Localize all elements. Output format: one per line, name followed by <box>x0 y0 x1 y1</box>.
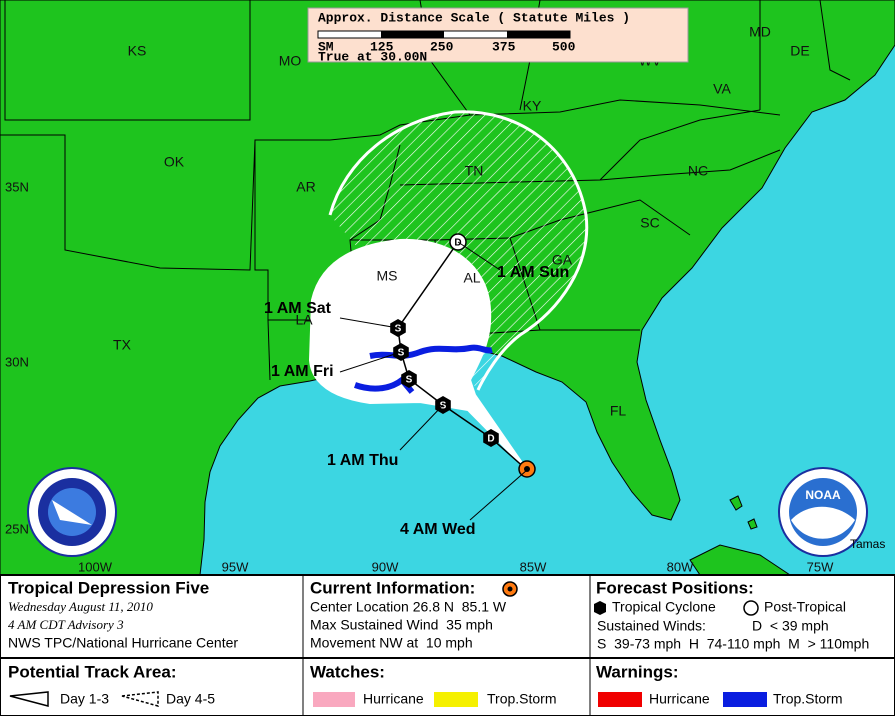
state-label: KY <box>523 98 542 114</box>
post-tropical-icon <box>743 600 759 616</box>
latitude-label: 30N <box>5 354 29 369</box>
longitude-label: 100W <box>78 559 113 574</box>
credit: Tamas <box>850 537 885 551</box>
winds-title: Sustained Winds: <box>597 618 706 634</box>
forecast-label: 4 AM Wed <box>400 521 476 538</box>
day13-label: Day 1-3 <box>60 691 109 707</box>
state-label: DE <box>790 43 809 59</box>
storm-agency: NWS TPC/National Hurricane Center <box>8 635 238 651</box>
scale-tick: 125 <box>370 39 394 54</box>
day45-icon <box>121 691 159 707</box>
state-label: MS <box>377 268 398 284</box>
track-marker-letter: S <box>440 401 447 412</box>
forecast-label: 1 AM Fri <box>271 363 334 380</box>
scale-title: Approx. Distance Scale ( Statute Miles ) <box>318 10 630 25</box>
watch-label: Trop.Storm <box>487 691 557 707</box>
storm-advisory: 4 AM CDT Advisory 3 <box>8 617 124 632</box>
legend: Tropical Depression Five Wednesday Augus… <box>0 574 895 716</box>
cyclone-icon <box>594 601 606 615</box>
track-area-title: Potential Track Area: <box>8 662 177 681</box>
longitude-label: 75W <box>807 559 834 574</box>
cyclone-label: Tropical Cyclone <box>612 599 716 615</box>
current-location: Center Location 26.8 N 85.1 W <box>310 599 507 615</box>
track-marker-letter: D <box>487 434 494 445</box>
forecast-label: 1 AM Sun <box>497 264 569 281</box>
current-movement: Movement NW at 10 mph <box>310 635 473 651</box>
track-marker <box>401 370 417 388</box>
state-label: LA <box>295 312 313 328</box>
current-title: Current Information: <box>310 578 475 597</box>
longitude-label: 85W <box>520 559 547 574</box>
warning-label: Trop.Storm <box>773 691 843 707</box>
track-marker-letter: S <box>395 324 402 335</box>
forecast-title: Forecast Positions: <box>596 578 754 597</box>
post-tropical-label: Post-Tropical <box>764 599 846 615</box>
cuba <box>689 544 792 576</box>
storm-date: Wednesday August 11, 2010 <box>8 599 153 614</box>
track-marker <box>483 429 499 447</box>
distance-scale: Approx. Distance Scale ( Statute Miles )… <box>307 7 689 64</box>
state-label: MO <box>279 53 302 69</box>
warning-storm-swatch <box>723 692 767 707</box>
longitude-label: 90W <box>372 559 399 574</box>
scale-tick: 375 <box>492 39 516 54</box>
scale-note: True at 30.00N <box>318 49 427 64</box>
day13-icon <box>9 691 49 707</box>
scale-tick: 250 <box>430 39 454 54</box>
state-label: TN <box>465 163 484 179</box>
state-label: AR <box>296 179 315 195</box>
state-label: OK <box>164 154 185 170</box>
state-label: GA <box>552 252 573 268</box>
nws-logo <box>27 467 117 557</box>
forecast-label: 1 AM Sat <box>264 300 332 317</box>
state-label: NC <box>688 163 708 179</box>
watch-storm-swatch <box>434 692 478 707</box>
track-marker-letter: D <box>454 238 461 249</box>
day45-label: Day 4-5 <box>166 691 215 707</box>
state-label: FL <box>610 403 627 419</box>
state-label: KS <box>128 43 147 59</box>
warnings-title: Warnings: <box>596 662 678 681</box>
state-label: TX <box>113 337 132 353</box>
label-leaders <box>339 241 528 521</box>
state-label: VA <box>713 81 731 97</box>
warning-hurricane-swatch <box>598 692 642 707</box>
current-position-center <box>524 466 530 472</box>
watch-label: Hurricane <box>363 691 424 707</box>
cone-day-4-5 <box>328 110 589 391</box>
winds-scale: S 39-73 mph H 74-110 mph M > 110mph <box>597 636 869 652</box>
watches-title: Watches: <box>310 662 385 681</box>
latitude-label: 35N <box>5 179 29 194</box>
winds-d: D < 39 mph <box>752 618 829 634</box>
current-wind: Max Sustained Wind 35 mph <box>310 617 493 633</box>
state-label: AL <box>463 270 480 286</box>
longitude-label: 95W <box>222 559 249 574</box>
storm-name: Tropical Depression Five <box>8 578 209 597</box>
scale-tick: SM <box>318 39 334 54</box>
state-label: SC <box>640 215 659 231</box>
state-labels: KSMOKYWVVAMDDEOKARTNNCSCGAMSALLATXFL <box>113 24 810 419</box>
noaa-logo: NOAA <box>778 467 868 557</box>
bahamas <box>729 495 758 530</box>
latitude-label: 25N <box>5 521 29 536</box>
state-label: MD <box>749 24 771 40</box>
scale-tick: 500 <box>552 39 576 54</box>
track-marker-letter: S <box>406 375 413 386</box>
noaa-text: NOAA <box>805 488 841 502</box>
current-icon-center <box>507 586 513 592</box>
watch-hurricane-swatch <box>313 692 355 707</box>
warning-label: Hurricane <box>649 691 710 707</box>
track-marker-letter: S <box>398 348 405 359</box>
forecast-label: 1 AM Thu <box>327 452 398 469</box>
longitude-label: 80W <box>667 559 694 574</box>
